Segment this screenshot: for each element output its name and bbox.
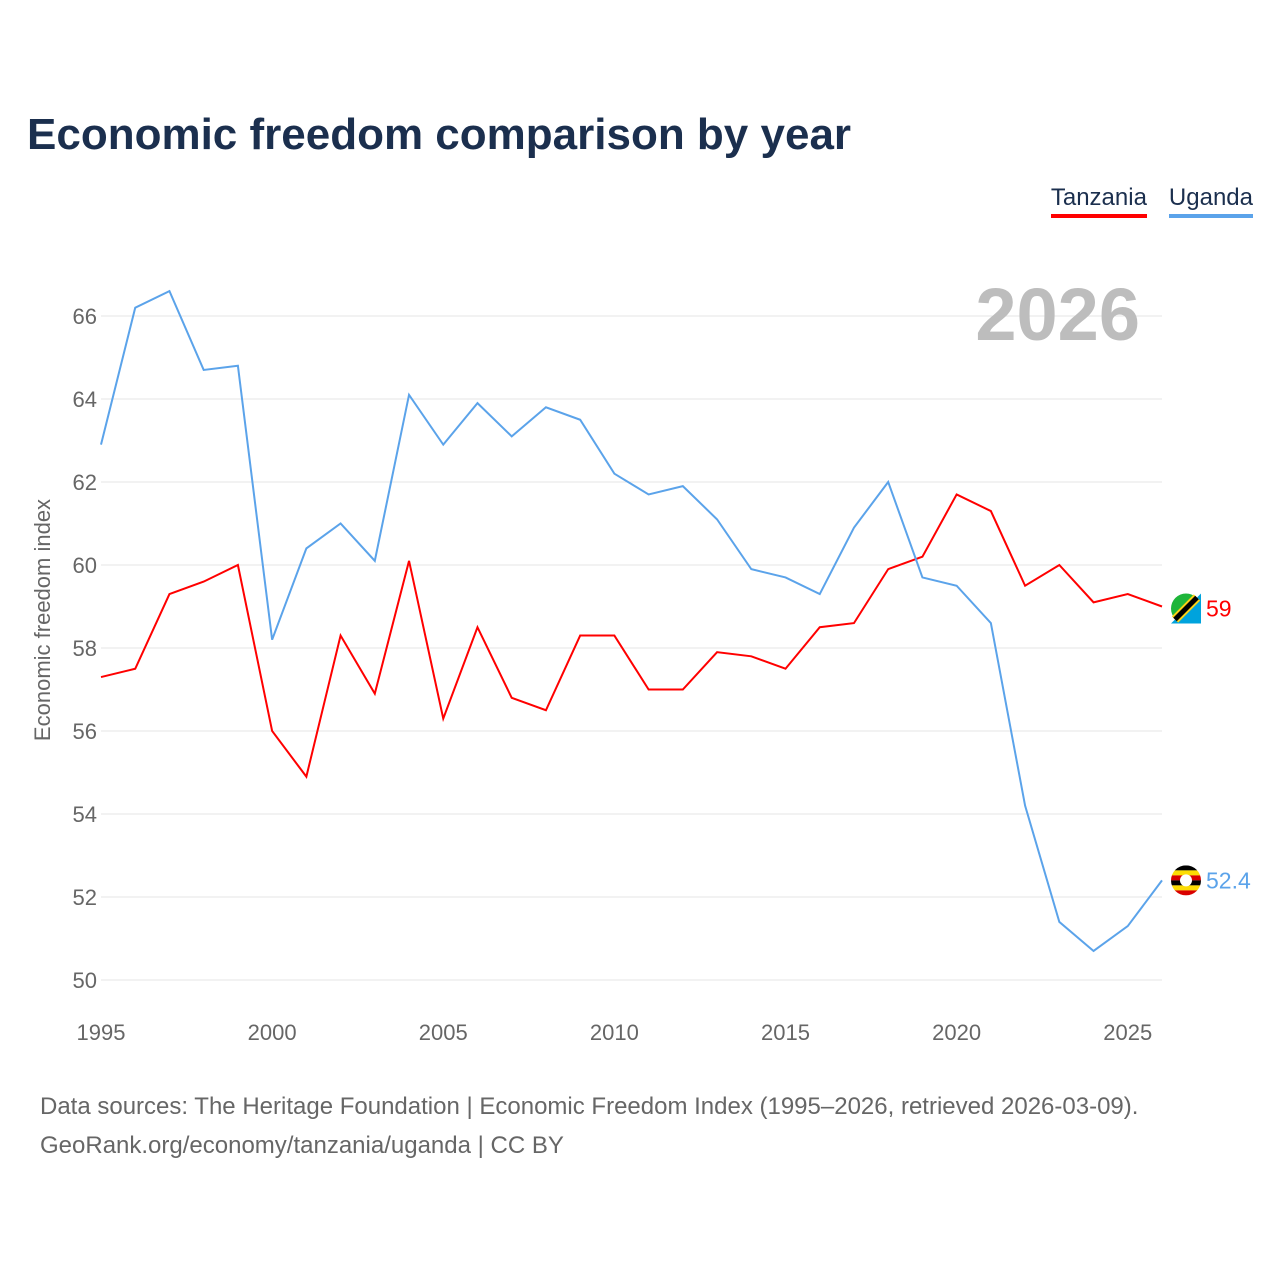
y-tick-label: 66 [73, 304, 97, 329]
chart-title: Economic freedom comparison by year [27, 110, 852, 159]
y-tick-label: 64 [73, 387, 97, 412]
series-line-tanzania[interactable] [100, 493, 1163, 779]
legend-uganda[interactable]: Uganda [1168, 184, 1253, 218]
y-tick-label: 56 [73, 719, 97, 744]
uganda-flag-icon [1171, 865, 1201, 896]
y-tick-label: 52 [73, 885, 97, 910]
legend: Tanzania Uganda [1050, 184, 1253, 218]
y-axis-label: Economic freedom index [30, 499, 55, 741]
y-tick-label: 58 [73, 636, 97, 661]
uganda-end-label: 52.4 [1206, 867, 1251, 893]
legend-tanzania[interactable]: Tanzania [1050, 184, 1147, 218]
y-tick-label: 60 [73, 553, 97, 578]
x-tick-label: 2025 [1103, 1020, 1152, 1045]
footer: Data sources: The Heritage Foundation | … [40, 1087, 1138, 1165]
series-line-uganda[interactable] [100, 289, 1163, 953]
x-tick-label: 2020 [932, 1020, 981, 1045]
x-tick-label: 2010 [590, 1020, 639, 1045]
y-tick-label: 50 [73, 968, 97, 993]
attribution-link[interactable]: GeoRank.org/economy/tanzania/uganda | CC… [40, 1132, 564, 1159]
x-tick-label: 2000 [248, 1020, 297, 1045]
y-tick-label: 54 [73, 802, 97, 827]
y-tick-label: 62 [73, 470, 97, 495]
source-text: Data sources: The Heritage Foundation | … [40, 1093, 1139, 1120]
x-tick-label: 2005 [419, 1020, 468, 1045]
tanzania-flag-icon [1171, 593, 1201, 624]
x-tick-label: 1995 [77, 1020, 126, 1045]
tanzania-end-label: 59 [1206, 596, 1232, 622]
x-tick-label: 2015 [761, 1020, 810, 1045]
year-watermark: 2026 [975, 273, 1140, 356]
